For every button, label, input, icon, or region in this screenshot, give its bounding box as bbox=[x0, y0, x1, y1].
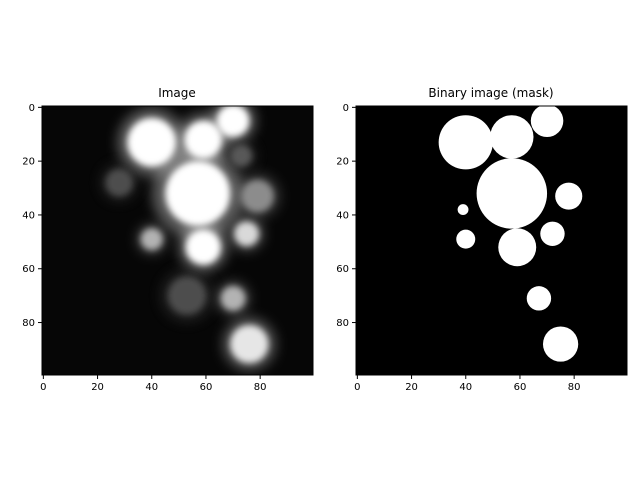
y-tick-label: 20 bbox=[336, 157, 349, 168]
x-tick-label: 20 bbox=[405, 382, 418, 393]
y-tick-label: 80 bbox=[22, 318, 35, 329]
mask-blobs bbox=[438, 106, 583, 362]
y-tick-label: 0 bbox=[29, 103, 35, 114]
image-blobs bbox=[100, 106, 281, 371]
panel-title: Image bbox=[158, 86, 196, 100]
axes-frame bbox=[355, 105, 628, 376]
blob bbox=[127, 117, 177, 167]
y-tick-label: 60 bbox=[336, 264, 349, 275]
mask-background bbox=[356, 106, 627, 375]
x-tick-label: 40 bbox=[145, 382, 158, 393]
blob bbox=[230, 144, 253, 167]
x-axis: 0 20 40 60 80 bbox=[354, 375, 581, 393]
mask-blob bbox=[457, 204, 469, 215]
panel-mask: Binary image (mask) 0 20 40 60 80 0 20 40 60 80 bbox=[336, 86, 628, 393]
mask-blob bbox=[530, 106, 564, 138]
blob bbox=[216, 106, 250, 138]
mask-blob bbox=[438, 115, 493, 170]
panel-title: Binary image (mask) bbox=[428, 86, 553, 100]
y-axis: 0 20 40 60 80 bbox=[22, 103, 42, 329]
blob bbox=[220, 286, 246, 311]
x-tick-label: 0 bbox=[40, 382, 46, 393]
x-tick-label: 60 bbox=[200, 382, 213, 393]
blob bbox=[241, 179, 274, 213]
x-axis: 0 20 40 60 80 bbox=[40, 375, 267, 393]
mask-blob bbox=[456, 229, 476, 249]
mask-blob bbox=[555, 182, 583, 210]
y-tick-label: 60 bbox=[22, 264, 35, 275]
mask-blob bbox=[498, 228, 537, 267]
x-tick-label: 0 bbox=[354, 382, 360, 393]
mask-blob bbox=[476, 158, 548, 229]
blob bbox=[230, 325, 269, 364]
x-tick-label: 60 bbox=[514, 382, 527, 393]
blob bbox=[234, 221, 259, 246]
x-tick-label: 40 bbox=[459, 382, 472, 393]
y-axis: 0 20 40 60 80 bbox=[336, 103, 356, 329]
y-tick-label: 20 bbox=[22, 157, 35, 168]
mask-blob bbox=[526, 286, 552, 311]
mask-blob bbox=[542, 326, 579, 362]
mask-blob bbox=[540, 221, 565, 246]
y-tick-label: 40 bbox=[336, 210, 349, 221]
blob bbox=[140, 228, 163, 250]
blob bbox=[105, 169, 133, 197]
x-tick-label: 20 bbox=[91, 382, 104, 393]
y-tick-label: 80 bbox=[336, 318, 349, 329]
panel-image: Image 0 20 40 60 80 0 20 40 60 80 bbox=[22, 86, 314, 393]
blob bbox=[165, 160, 231, 226]
x-tick-label: 80 bbox=[254, 382, 267, 393]
axes-frame bbox=[41, 105, 314, 376]
mask-blob bbox=[490, 115, 534, 159]
y-tick-label: 40 bbox=[22, 210, 35, 221]
x-tick-label: 80 bbox=[568, 382, 581, 393]
blob bbox=[185, 229, 221, 265]
blob bbox=[168, 276, 206, 315]
y-tick-label: 0 bbox=[343, 103, 349, 114]
